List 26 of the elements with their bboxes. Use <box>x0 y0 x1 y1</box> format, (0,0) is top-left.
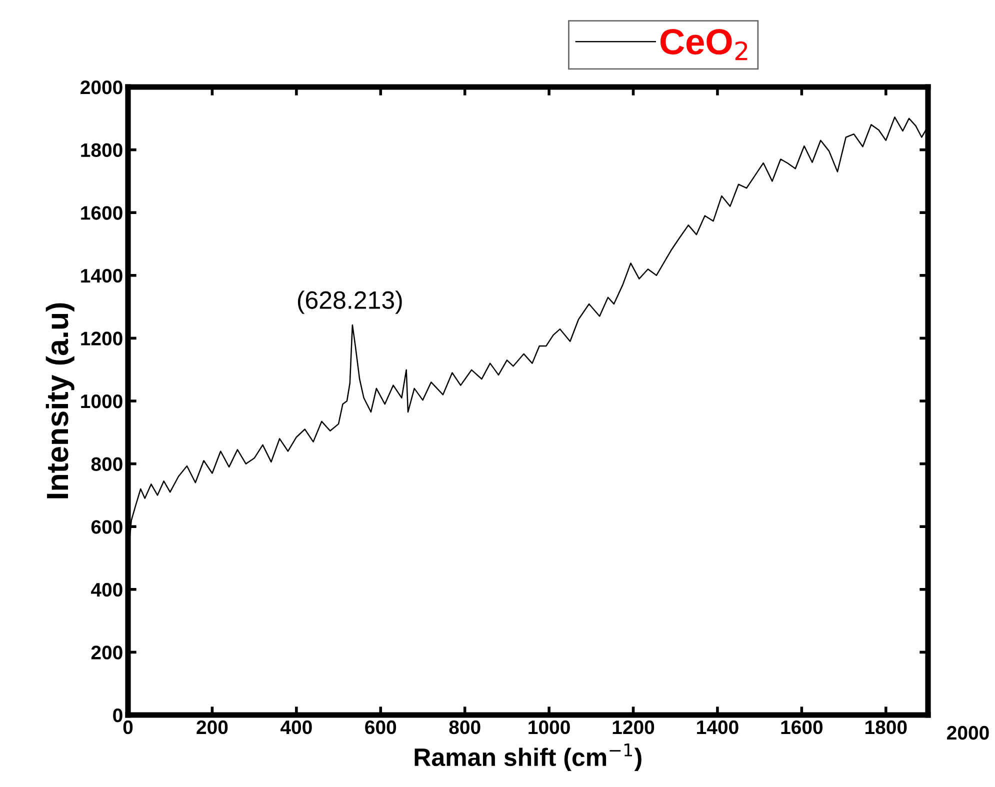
y-axis-title: Intensity (a.u) <box>46 303 74 498</box>
y-tick-label: 800 <box>91 457 122 472</box>
y-tick-label: 1400 <box>81 268 122 283</box>
x-tick-label: 200 <box>196 720 228 734</box>
y-tick-label: 200 <box>91 646 122 660</box>
x-tick-label: 800 <box>449 720 480 734</box>
x-tick-label: 1400 <box>697 720 738 734</box>
legend-label: CeO$_{2}$ <box>660 28 748 60</box>
y-tick-label: 1600 <box>81 206 122 220</box>
y-tick-label: 1800 <box>81 143 122 158</box>
x-tick-label: 600 <box>365 720 396 734</box>
x-tick-label: 1600 <box>781 720 823 734</box>
y-tick-label: 400 <box>90 582 122 597</box>
annotation: (628.213) <box>298 290 402 314</box>
x-tick-label: 1000 <box>528 720 570 734</box>
x-tick-label: 0 <box>123 720 133 734</box>
y-tick-label: 1200 <box>81 332 122 346</box>
x-tick-label: 400 <box>280 720 312 734</box>
text: 2000 <box>947 726 989 740</box>
x-tick-label: 1200 <box>612 720 654 734</box>
x-tick-label: 1800 <box>865 720 907 734</box>
y-tick-label: 0 <box>113 708 122 722</box>
y-tick-label: 1000 <box>81 394 122 408</box>
y-tick-label: 600 <box>91 520 122 534</box>
x-axis-title: Raman shift (cm$^{−1}$) <box>414 744 642 772</box>
y-tick-label: 2000 <box>80 80 122 94</box>
